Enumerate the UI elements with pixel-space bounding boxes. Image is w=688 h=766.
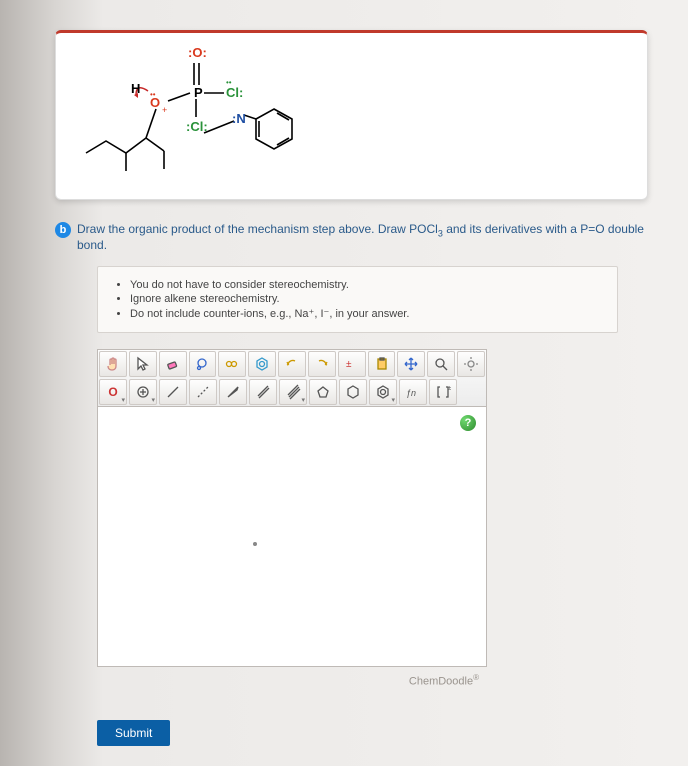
label-h: H <box>131 81 140 96</box>
label-cl-right: Cl: <box>226 85 243 100</box>
lasso-icon[interactable] <box>189 351 217 377</box>
svg-text:P: P <box>194 85 203 100</box>
bond-double-btn[interactable] <box>249 379 277 405</box>
chain-icon[interactable] <box>218 351 246 377</box>
charge-icon[interactable]: ± <box>338 351 366 377</box>
svg-text:+: + <box>162 105 167 115</box>
pointer-icon[interactable] <box>99 351 127 377</box>
question-text: Draw the organic product of the mechanis… <box>77 222 648 252</box>
zoom-icon[interactable] <box>427 351 455 377</box>
svg-text:••: •• <box>150 90 156 99</box>
svg-text:••: •• <box>226 78 232 87</box>
svg-text:±: ± <box>346 359 352 370</box>
template-icon[interactable] <box>248 351 276 377</box>
hint-item: You do not have to consider stereochemis… <box>130 279 601 291</box>
bond-single-btn[interactable] <box>159 379 187 405</box>
svg-text:ƒn: ƒn <box>406 388 416 398</box>
chemdoodle-watermark: ChemDoodle® <box>97 667 487 694</box>
hint-item: Do not include counter-ions, e.g., Na⁺, … <box>130 307 601 320</box>
ring6-btn[interactable] <box>339 379 367 405</box>
part-b-icon: b <box>55 222 71 238</box>
reaction-scheme-card: :O: H Cl: •• :Cl: O + •• P :N <box>55 30 648 200</box>
chemdoodle-editor: ± O▾▾▾▾ƒn± ? ChemDoodle® <box>97 349 487 694</box>
question-prompt: b Draw the organic product of the mechan… <box>55 222 648 252</box>
undo-icon[interactable] <box>278 351 306 377</box>
bond-dashed-btn[interactable] <box>189 379 217 405</box>
reaction-svg: :O: H Cl: •• :Cl: O + •• P :N <box>76 43 336 183</box>
help-icon[interactable]: ? <box>460 415 476 431</box>
redo-icon[interactable] <box>308 351 336 377</box>
select-icon[interactable] <box>129 351 157 377</box>
ring-arom-btn[interactable]: ▾ <box>369 379 397 405</box>
hint-item: Ignore alkene stereochemistry. <box>130 293 601 305</box>
canvas-seed-dot <box>253 542 257 546</box>
eraser-icon[interactable] <box>159 351 187 377</box>
submit-button[interactable]: Submit <box>97 720 170 746</box>
charge-plus-btn[interactable]: ▾ <box>129 379 157 405</box>
editor-toolbar: ± O▾▾▾▾ƒn± <box>97 349 487 407</box>
svg-text:±: ± <box>448 386 451 392</box>
bond-wedge-btn[interactable] <box>219 379 247 405</box>
label-cl-bottom: :Cl: <box>186 119 208 134</box>
atom-o-btn[interactable]: O▾ <box>99 379 127 405</box>
hint-box: You do not have to consider stereochemis… <box>97 266 618 333</box>
paste-icon[interactable] <box>368 351 396 377</box>
func-btn[interactable]: ƒn <box>399 379 427 405</box>
drawing-canvas[interactable]: ? <box>97 407 487 667</box>
label-o-top: :O: <box>188 45 207 60</box>
label-n: :N <box>232 111 246 126</box>
settings-icon[interactable] <box>457 351 485 377</box>
move-icon[interactable] <box>397 351 425 377</box>
ring5-btn[interactable] <box>309 379 337 405</box>
bracket-btn[interactable]: ± <box>429 379 457 405</box>
bond-triple-btn[interactable]: ▾ <box>279 379 307 405</box>
